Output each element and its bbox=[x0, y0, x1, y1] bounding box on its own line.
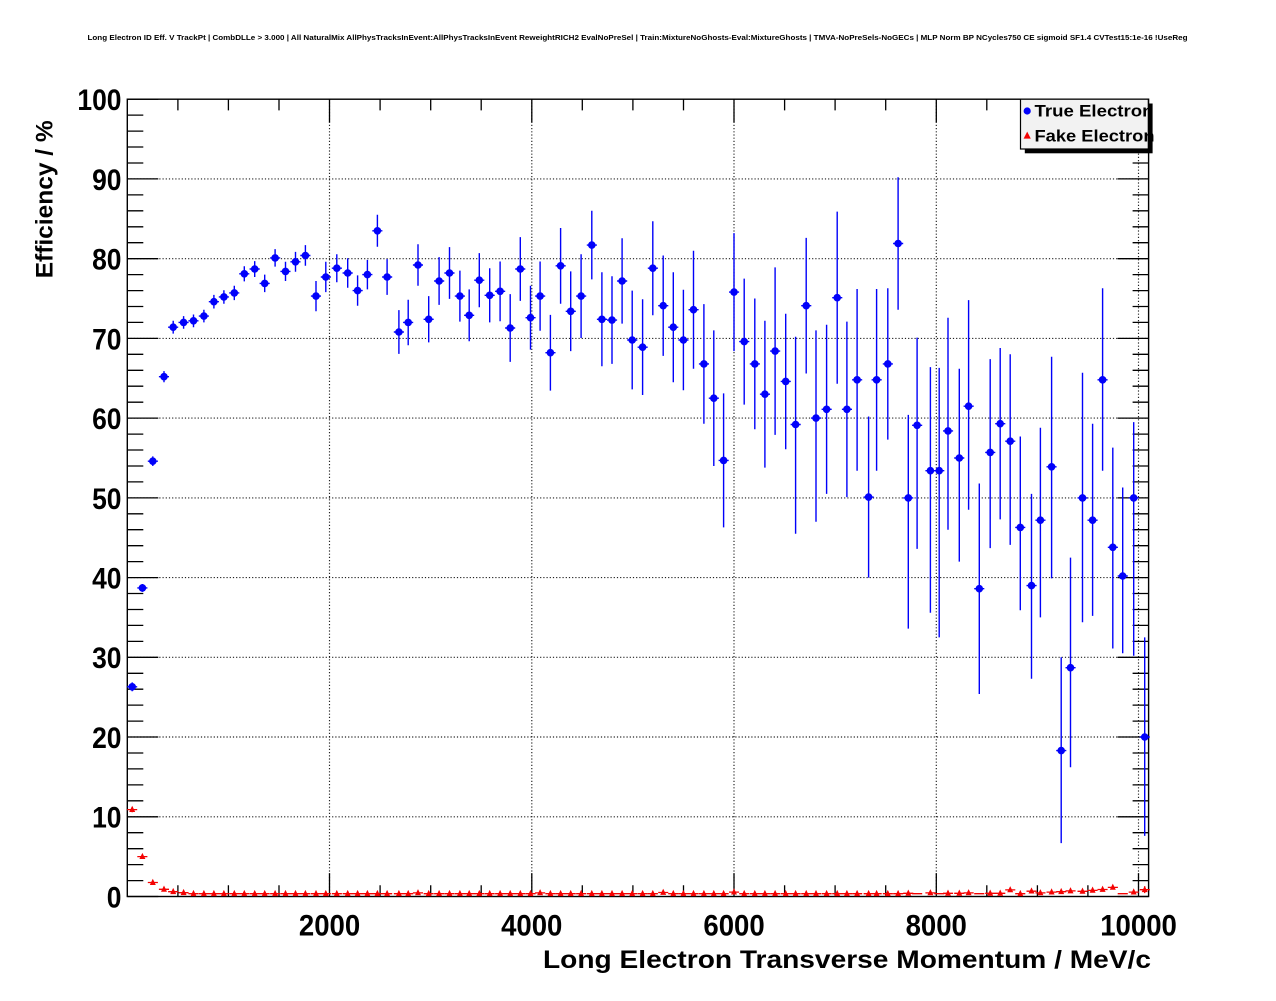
svg-text:2000: 2000 bbox=[299, 910, 360, 943]
svg-text:Long Electron ID Eff. V TrackP: Long Electron ID Eff. V TrackPt | CombDL… bbox=[88, 33, 1188, 42]
svg-text:60: 60 bbox=[92, 403, 121, 436]
svg-text:8000: 8000 bbox=[906, 910, 967, 943]
svg-text:50: 50 bbox=[92, 483, 121, 516]
svg-text:40: 40 bbox=[92, 563, 121, 596]
svg-text:90: 90 bbox=[92, 164, 121, 197]
svg-text:20: 20 bbox=[92, 722, 121, 755]
svg-text:10: 10 bbox=[92, 802, 121, 835]
svg-text:Efficiency / %: Efficiency / % bbox=[32, 120, 59, 278]
svg-text:4000: 4000 bbox=[501, 910, 562, 943]
svg-text:Fake Electron: Fake Electron bbox=[1035, 128, 1155, 146]
svg-text:Long Electron Transverse Momen: Long Electron Transverse Momentum / MeV/… bbox=[543, 946, 1151, 974]
svg-text:100: 100 bbox=[77, 84, 121, 117]
svg-text:True Electron: True Electron bbox=[1035, 103, 1154, 121]
svg-text:80: 80 bbox=[92, 244, 121, 277]
svg-text:70: 70 bbox=[92, 323, 121, 356]
svg-text:0: 0 bbox=[107, 881, 122, 914]
svg-text:10000: 10000 bbox=[1100, 910, 1177, 943]
svg-text:6000: 6000 bbox=[703, 910, 764, 943]
svg-text:30: 30 bbox=[92, 642, 121, 675]
